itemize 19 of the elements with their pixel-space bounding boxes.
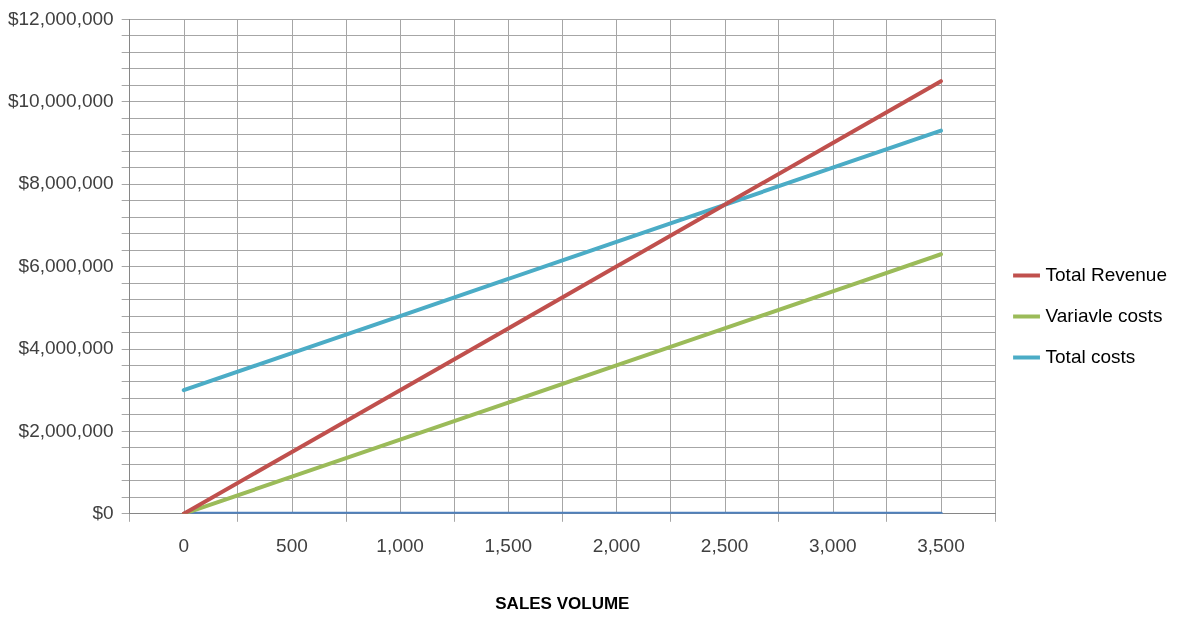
y-tick-label: $4,000,000 xyxy=(18,337,114,359)
x-tick-label: 3,500 xyxy=(917,535,965,557)
legend-label: Total costs xyxy=(1045,345,1136,367)
x-tick-label: 3,000 xyxy=(809,535,857,557)
legend-label: Total Revenue xyxy=(1045,263,1167,285)
x-axis-title: SALES VOLUME xyxy=(495,594,630,614)
y-tick-label: $12,000,000 xyxy=(7,7,114,29)
x-tick-label: 2,000 xyxy=(592,535,641,557)
x-tick-label: 1,000 xyxy=(376,535,424,557)
x-tick-label: 500 xyxy=(276,535,308,557)
y-tick-label: $2,000,000 xyxy=(18,419,114,441)
y-tick-label: $6,000,000 xyxy=(18,254,114,276)
y-tick-label: $8,000,000 xyxy=(18,172,114,194)
x-tick-label: 1,500 xyxy=(484,535,533,557)
x-tick-label: 0 xyxy=(178,535,190,557)
y-tick-label: $10,000,000 xyxy=(7,90,114,112)
legend-label: Variavle costs xyxy=(1045,304,1163,326)
y-tick-label: $0 xyxy=(92,502,114,524)
x-tick-label: 2,500 xyxy=(700,535,749,557)
